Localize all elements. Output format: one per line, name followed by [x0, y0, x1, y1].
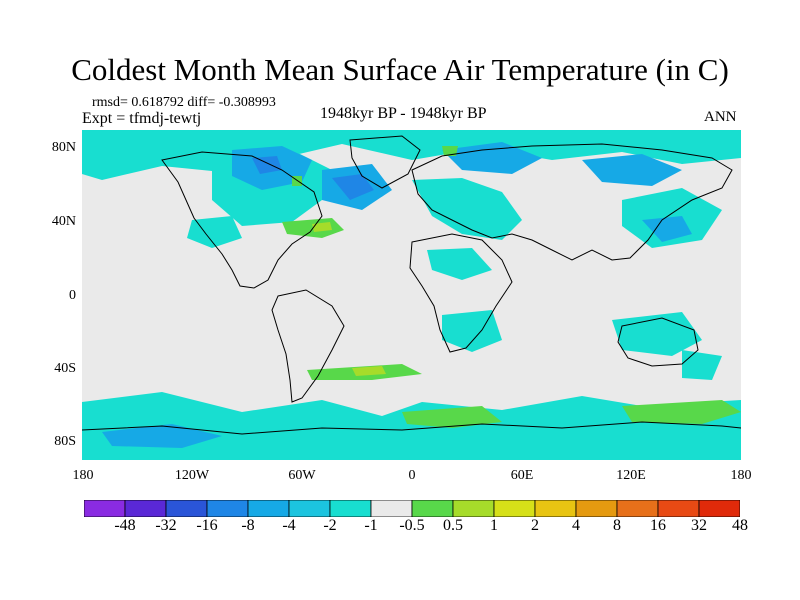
- colorbar-label: 2: [531, 517, 539, 534]
- lat-tick-label: 40N: [51, 214, 76, 229]
- colorbar-swatch: [288, 500, 331, 517]
- season-label: ANN: [704, 109, 737, 125]
- lat-tick-label: 0: [69, 288, 76, 303]
- colorbar-label: 0.5: [443, 517, 463, 534]
- lon-tick-label: 120W: [174, 468, 210, 483]
- colorbar-label: -48: [114, 517, 136, 534]
- colorbar-label: 4: [572, 517, 580, 534]
- colorbar-swatch: [657, 500, 700, 517]
- lon-tick-label: 180: [72, 468, 94, 483]
- colorbar-label: -1: [364, 517, 378, 534]
- colorbar-swatch: [165, 500, 208, 517]
- colorbar-swatch: [698, 500, 740, 517]
- colorbar-swatch: [124, 500, 167, 517]
- colorbar-swatch: [493, 500, 536, 517]
- experiment-label: Expt = tfmdj-tewtj: [82, 110, 202, 127]
- lon-tick-label: 120E: [616, 468, 646, 483]
- lon-tick-label: 60E: [510, 468, 534, 483]
- colorbar-label: -8: [241, 517, 255, 534]
- lat-tick-label: 80S: [54, 434, 76, 449]
- colorbar-swatch: [329, 500, 372, 517]
- stats-readout: rmsd= 0.618792 diff= -0.308993: [92, 95, 276, 110]
- colorbar-swatch: [616, 500, 659, 517]
- mid-warm-anomaly-fields: [312, 222, 386, 376]
- lon-tick-label: 180: [730, 468, 752, 483]
- lat-tick-label: 40S: [54, 361, 76, 376]
- colorbar-label: -0.5: [399, 517, 425, 534]
- deep-cool-anomaly-fields: [252, 156, 374, 200]
- colorbar-swatch: [411, 500, 454, 517]
- colorbar-label: 1: [490, 517, 498, 534]
- colorbar: [84, 500, 740, 517]
- colorbar-label: 16: [650, 517, 666, 534]
- lon-tick-label: 0: [408, 468, 416, 483]
- colorbar-label: 48: [732, 517, 748, 534]
- period-label: 1948kyr BP - 1948kyr BP: [320, 105, 487, 122]
- map-title: Coldest Month Mean Surface Air Temperatu…: [71, 52, 729, 87]
- colorbar-swatch: [247, 500, 290, 517]
- colorbar-swatch: [84, 500, 126, 517]
- colorbar-label: -16: [196, 517, 218, 534]
- map-panel: [82, 130, 741, 460]
- colorbar-label: -2: [323, 517, 337, 534]
- colorbar-label: 32: [691, 517, 707, 534]
- colorbar-swatch: [370, 500, 413, 517]
- lon-tick-label: 60W: [288, 468, 316, 483]
- colorbar-swatch: [452, 500, 495, 517]
- colorbar-swatch: [206, 500, 249, 517]
- colorbar-swatch: [534, 500, 577, 517]
- lat-tick-label: 80N: [51, 140, 76, 155]
- cool-anomaly-fields: [82, 130, 741, 460]
- coastlines: [82, 135, 741, 435]
- colorbar-label: -32: [155, 517, 177, 534]
- colorbar-label: 8: [613, 517, 621, 534]
- warm-anomaly-fields: [282, 146, 741, 428]
- colorbar-label: -4: [282, 517, 296, 534]
- colorbar-swatch: [575, 500, 618, 517]
